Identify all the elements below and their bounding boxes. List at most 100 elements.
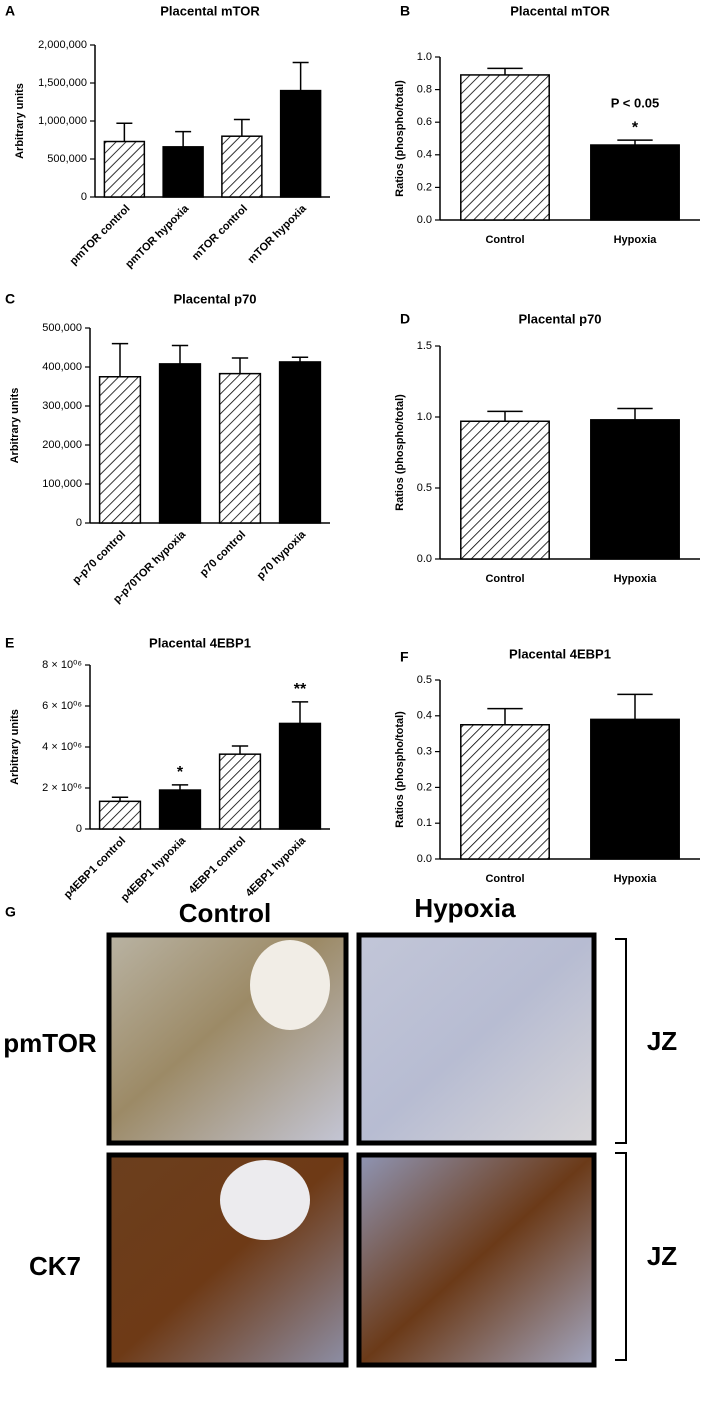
y-tick-label: 0.2 [417,181,432,193]
x-tick-label: p4EBP1 hypoxia [119,834,189,904]
x-tick-label: pmTOR control [68,203,133,268]
y-tick-label: 200,000 [42,439,82,451]
panel-letter: C [5,291,15,307]
y-axis-label: Arbitrary units [9,388,21,464]
y-tick-label: 6 × 10⁰⁶ [42,700,82,712]
x-tick-label: p70 control [198,529,248,579]
bar [278,361,322,524]
x-tick-label: mTOR control [190,203,250,263]
error-bar [487,707,523,725]
panel-letter: B [400,3,410,19]
x-tick-label: Hypoxia [614,573,658,585]
bar [590,144,680,221]
bar [221,135,263,198]
bar [460,74,550,221]
error-bar [291,701,309,724]
y-tick-label: 2,000,000 [38,39,87,51]
error-bar [487,410,523,422]
micrograph-panel: G Control Hypoxia pmTOR CK7 JZ JZ [3,893,677,1368]
y-tick-label: 400,000 [42,361,82,373]
x-tick-label: p-p70 control [70,529,128,587]
chart-title: Placental mTOR [510,3,610,18]
y-tick-label: 0.0 [417,553,432,565]
y-tick-label: 0.8 [417,84,432,96]
error-bar [617,693,653,720]
y-tick-label: 0.0 [417,214,432,226]
error-bar [111,342,129,377]
annotation: * [632,119,639,136]
y-axis-label: Arbitrary units [9,709,21,785]
error-bar [111,796,129,802]
micrograph-image [356,1152,597,1368]
bracket [615,938,627,1144]
panel-letter: D [400,311,410,327]
y-axis-label: Ratios (phospho/total) [394,394,406,511]
x-tick-label: 4EBP1 control [187,835,249,897]
y-tick-label: 0 [76,517,82,529]
x-tick-label: 4EBP1 hypoxia [243,834,308,899]
error-bar [617,407,653,420]
y-tick-label: 0.0 [417,853,432,865]
y-tick-label: 0 [76,823,82,835]
column-label: Hypoxia [414,893,516,923]
annotation: ** [294,681,307,698]
panel-letter: F [400,649,409,665]
x-tick-label: Hypoxia [614,234,658,246]
micrograph-image [356,932,597,1146]
row-label: pmTOR [3,1028,97,1058]
annotation: * [177,764,184,781]
row-label: CK7 [29,1251,81,1281]
y-tick-label: 1.0 [417,51,432,63]
y-tick-label: 0.6 [417,116,432,128]
y-axis-label: Ratios (phospho/total) [394,711,406,828]
y-tick-label: 0.3 [417,746,432,758]
y-tick-label: 8 × 10⁰⁶ [42,659,82,671]
y-tick-label: 0.5 [417,674,432,686]
y-tick-label: 500,000 [42,322,82,334]
panel-letter: A [5,3,15,19]
bar [279,89,322,198]
chart-title: Placental 4EBP1 [149,635,251,650]
bar [218,753,262,830]
y-tick-label: 0.1 [417,817,432,829]
y-tick-label: 0.5 [417,482,432,494]
y-axis-label: Ratios (phospho/total) [394,80,406,197]
chart-title: Placental p70 [518,311,601,326]
error-bar [116,122,133,142]
y-tick-label: 1.5 [417,340,432,352]
y-tick-label: 1,000,000 [38,115,87,127]
chart-title: Placental mTOR [160,3,260,18]
annotation: P < 0.05 [611,96,660,111]
x-tick-label: Control [485,573,524,585]
x-tick-label: pmTOR hypoxia [123,202,192,271]
bar [460,724,550,860]
chart-title: Placental 4EBP1 [509,646,611,661]
bar [98,376,142,524]
y-tick-label: 300,000 [42,400,82,412]
x-tick-label: Hypoxia [614,873,658,885]
vessel-lumen [250,940,330,1030]
bar [162,146,204,198]
vessel-lumen [220,1160,310,1240]
column-label: Control [179,898,271,928]
bracket [615,1152,627,1361]
x-tick-label: p70 hypoxia [255,528,309,582]
region-label: JZ [647,1241,677,1271]
y-tick-label: 1,500,000 [38,77,87,89]
error-bar [292,61,309,91]
chart-title: Placental p70 [173,291,256,306]
error-bar [231,745,249,755]
error-bar [171,344,189,364]
bar [278,722,322,830]
bar [590,718,680,860]
y-tick-label: 4 × 10⁰⁶ [42,741,82,753]
panel-letter: E [5,635,14,651]
error-bar [617,139,653,146]
bar [98,800,142,830]
bar [158,789,202,830]
error-bar [291,356,309,362]
y-axis-label: Arbitrary units [14,83,26,159]
bar [103,140,146,198]
y-tick-label: 1.0 [417,411,432,423]
